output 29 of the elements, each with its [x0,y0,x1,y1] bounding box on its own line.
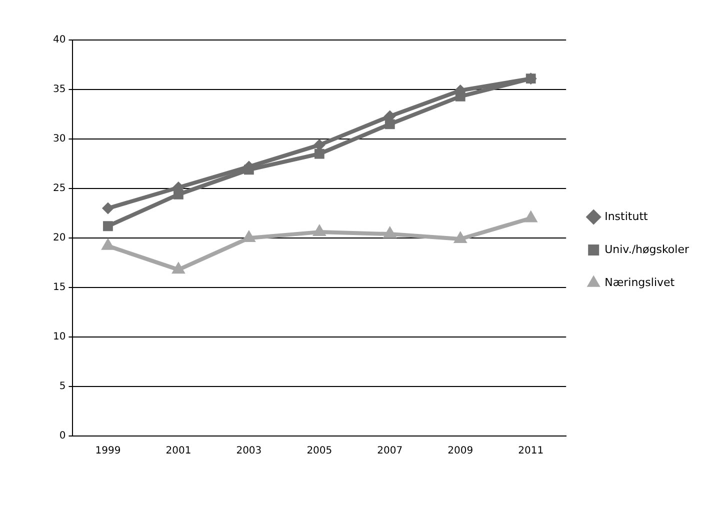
legend-label: Næringslivet [604,276,676,289]
legend-label: Institutt [604,210,649,223]
point [314,148,324,159]
x-tick-label: 2005 [306,446,332,457]
point [312,224,326,236]
x-tick-label: 1999 [95,446,121,457]
point [172,262,186,274]
y-tick-label: 0 [59,430,66,442]
point [382,226,397,238]
point [101,238,115,250]
x-tick-label: 2003 [236,446,262,457]
point [453,230,468,243]
point [524,210,538,222]
x-tick-label: 2007 [377,446,403,457]
y-tick-label: 10 [52,332,66,343]
y-tick-label: 5 [59,381,66,392]
point [102,202,114,214]
x-tick-label: 2001 [166,446,192,457]
y-tick-label: 20 [52,232,66,244]
y-tick-label: 30 [52,134,66,145]
y-tick-label: 15 [52,282,66,294]
x-tick-label: 2011 [518,446,544,457]
y-tick-label: 25 [52,183,66,194]
y-tick-label: 35 [52,84,66,96]
point [242,230,256,242]
x-tick-label: 2009 [448,446,474,457]
y-tick-label: 40 [52,34,66,46]
legend-label: Univ./høgskoler [604,242,690,256]
point [103,221,113,232]
